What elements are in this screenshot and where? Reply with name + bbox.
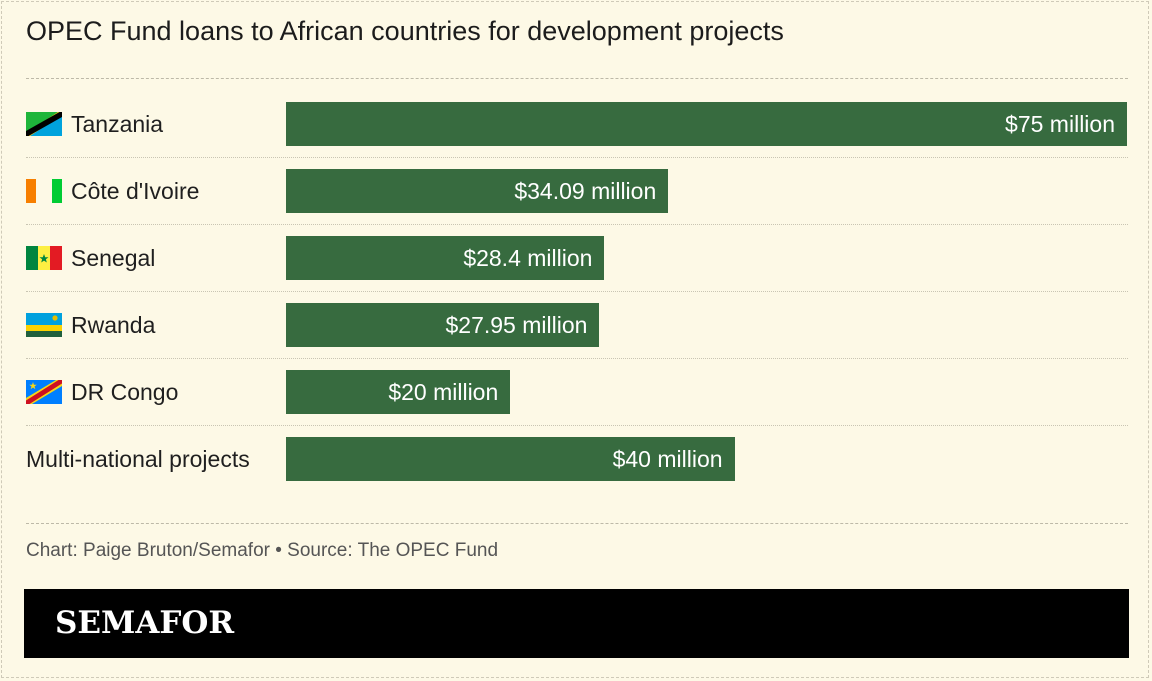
bar: $40 million: [286, 437, 735, 481]
category-text: Rwanda: [71, 311, 156, 338]
bar: $27.95 million: [286, 303, 600, 347]
category-text: Senegal: [71, 244, 156, 271]
bar-value-label: $27.95 million: [445, 311, 588, 338]
row-divider: [26, 157, 1128, 158]
bar-value-label: $75 million: [1005, 110, 1115, 137]
category-text: Tanzania: [71, 110, 164, 137]
row-divider: [26, 425, 1128, 426]
category-label: Tanzania: [26, 102, 163, 146]
category-text: DR Congo: [71, 378, 179, 405]
category-text: Côte d'Ivoire: [71, 177, 200, 204]
bar: $28.4 million: [286, 236, 605, 280]
row-divider: [26, 224, 1128, 225]
rwanda-flag-icon: [26, 313, 62, 337]
title-divider: [26, 78, 1128, 79]
bar-value-label: $34.09 million: [514, 177, 657, 204]
category-label: DR Congo: [26, 370, 178, 414]
footer-banner: SEMAFOR: [24, 589, 1129, 658]
bar: $75 million: [286, 102, 1127, 146]
senegal-flag-icon: [26, 246, 62, 270]
chart-title: OPEC Fund loans to African countries for…: [26, 16, 784, 46]
category-label: Senegal: [26, 236, 155, 280]
category-text: Multi-national projects: [26, 445, 250, 472]
bar-value-label: $20 million: [388, 378, 499, 405]
dr-congo-flag-icon: [26, 380, 62, 404]
cote-divoire-flag-icon: [26, 179, 62, 203]
semafor-logo: SEMAFOR: [55, 605, 235, 641]
bar: $34.09 million: [286, 169, 669, 213]
category-label: Côte d'Ivoire: [26, 169, 199, 213]
category-label: Rwanda: [26, 303, 155, 347]
row-divider: [26, 358, 1128, 359]
chart-credit: Chart: Paige Bruton/Semafor • Source: Th…: [26, 540, 499, 561]
category-label: Multi-national projects: [26, 437, 250, 481]
credit-divider: [26, 523, 1128, 524]
tanzania-flag-icon: [26, 112, 62, 136]
bar-value-label: $40 million: [612, 445, 723, 472]
row-divider: [26, 291, 1128, 292]
bar-value-label: $28.4 million: [463, 244, 593, 271]
bar: $20 million: [286, 370, 511, 414]
